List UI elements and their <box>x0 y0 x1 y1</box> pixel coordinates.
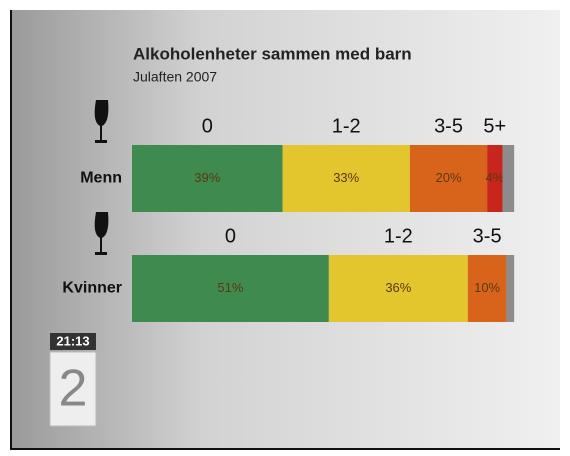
value-label: 51% <box>217 280 243 295</box>
frame-edge <box>10 10 12 450</box>
segment-header: 0 <box>225 225 236 247</box>
segment-header: 1-2 <box>384 225 413 247</box>
value-label: 39% <box>194 170 220 185</box>
row-label: Kvinner <box>62 280 122 297</box>
value-label: 36% <box>385 280 411 295</box>
value-label: 33% <box>333 170 359 185</box>
segment-header: 1-2 <box>332 115 361 137</box>
chart-subtitle: Julaften 2007 <box>133 69 217 85</box>
clock: 21:13 <box>56 333 89 348</box>
channel-logo: 2 <box>59 360 88 418</box>
value-label: 4% <box>485 170 504 185</box>
chart-title: Alkoholenheter sammen med barn <box>133 44 412 63</box>
value-label: 20% <box>436 170 462 185</box>
row-label: Menn <box>80 170 122 187</box>
segment-header: 0 <box>202 115 213 137</box>
segment-header: 3-5 <box>473 225 502 247</box>
screen: Alkoholenheter sammen med barn Julaften … <box>0 0 570 456</box>
bar-segment <box>506 255 514 322</box>
bar-segment <box>503 145 515 212</box>
value-label: 10% <box>474 280 500 295</box>
frame-edge <box>10 448 560 450</box>
segment-header: 3-5 <box>434 115 463 137</box>
segment-header: 5+ <box>483 115 506 137</box>
